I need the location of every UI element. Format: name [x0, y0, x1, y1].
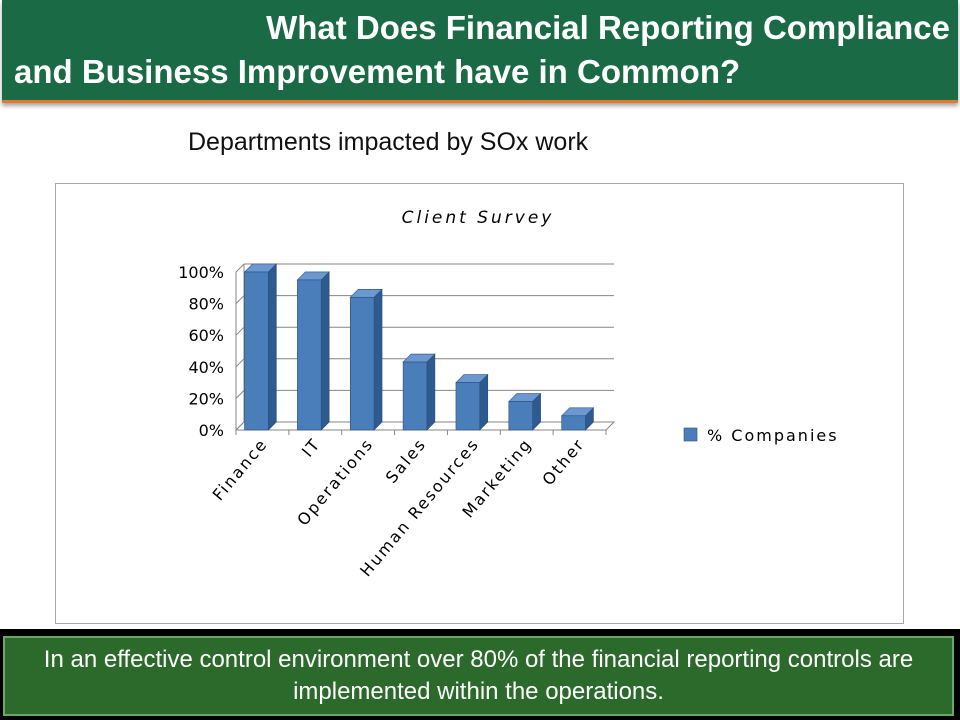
footer-callout: In an effective control environment over…	[3, 636, 954, 716]
legend-swatch	[683, 427, 698, 442]
slide-subtitle: Departments impacted by SOx work	[188, 128, 589, 156]
bar-side-1	[320, 271, 330, 431]
bar-side-4	[479, 373, 489, 431]
gridline-depth	[235, 326, 245, 336]
bar-chart: Client Survey 0% 20% 40% 60% 80% 100% Finance I…	[178, 208, 839, 580]
x-category-label: Other	[538, 434, 588, 489]
gridline-depth	[235, 390, 245, 399]
x-category-label: Finance	[209, 434, 272, 504]
x-category-label: Sales	[382, 434, 430, 487]
bar-6	[561, 415, 586, 431]
bar-2	[349, 296, 375, 431]
y-tick-label: 60%	[188, 326, 224, 345]
bar-5	[508, 401, 533, 431]
legend-label: % Companies	[707, 426, 839, 445]
footer-text: In an effective control environment over…	[43, 646, 914, 705]
title-line-2: and Business Improvement have in Common?	[14, 53, 741, 90]
bar-side-3	[426, 353, 436, 431]
y-tick-label: 80%	[188, 295, 224, 314]
y-tick-label: 0%	[199, 421, 224, 440]
y-tick-label: 40%	[188, 358, 224, 377]
bar-side-0	[268, 263, 277, 431]
gridline-depth	[235, 358, 245, 368]
chart-title: Client Survey	[402, 208, 555, 228]
gridline-depth	[235, 295, 245, 304]
bar-0	[244, 271, 269, 431]
x-category-label: IT	[298, 434, 324, 460]
gridline-depth	[235, 263, 245, 273]
title-banner: What Does Financial Reporting Compliance…	[2, 0, 958, 103]
bar-1	[297, 279, 322, 431]
bar-3	[402, 361, 428, 431]
chart-floor	[234, 421, 616, 431]
y-tick-label: 20%	[188, 389, 224, 408]
bar-side-2	[373, 288, 383, 431]
title-line-1: What Does Financial Reporting Compliance	[266, 9, 950, 46]
bar-4	[455, 382, 481, 431]
chart-frame: Client Survey 0% 20% 40% 60% 80% 100% Finance I…	[55, 183, 904, 624]
y-tick-label: 100%	[178, 263, 224, 282]
